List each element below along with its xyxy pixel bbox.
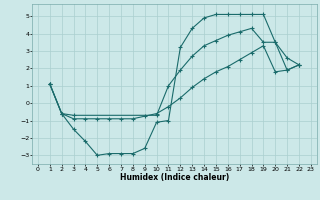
X-axis label: Humidex (Indice chaleur): Humidex (Indice chaleur) (120, 173, 229, 182)
